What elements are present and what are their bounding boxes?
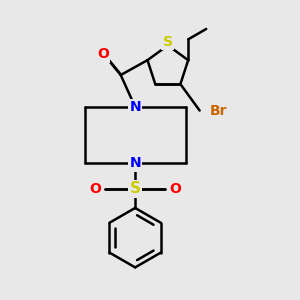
- Text: N: N: [129, 100, 141, 114]
- Text: Br: Br: [210, 103, 227, 118]
- Text: O: O: [169, 182, 181, 196]
- Text: S: S: [130, 181, 141, 196]
- Text: N: N: [129, 156, 141, 170]
- Text: S: S: [163, 35, 173, 49]
- Text: O: O: [89, 182, 101, 196]
- Text: O: O: [97, 47, 109, 61]
